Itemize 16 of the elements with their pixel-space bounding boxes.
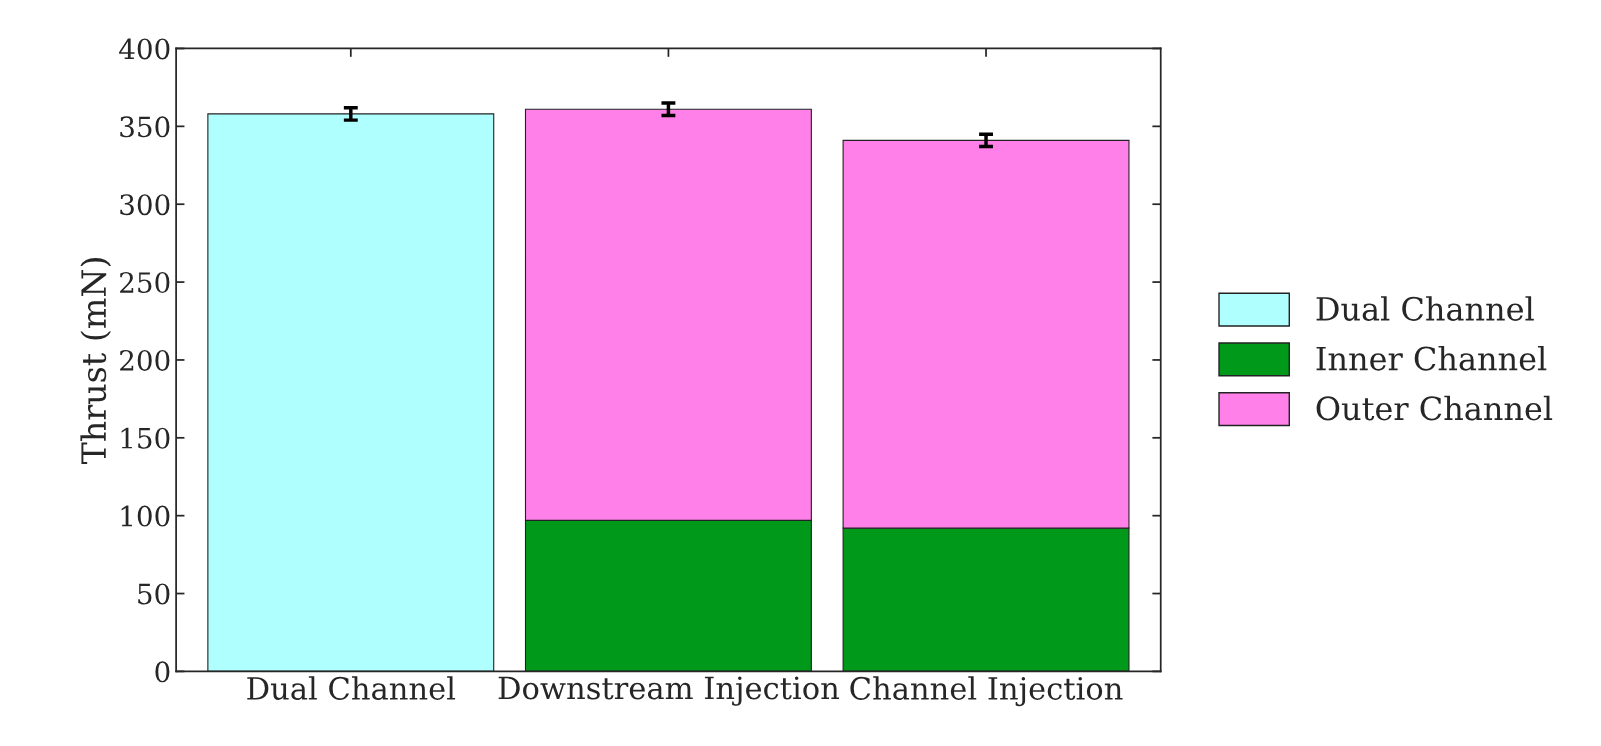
legend-label: Inner Channel bbox=[1316, 345, 1547, 371]
y-tick-label: 300 bbox=[120, 194, 170, 216]
x-tick-label: Dual Channel bbox=[247, 676, 456, 700]
y-tick-label: 200 bbox=[120, 349, 170, 371]
y-tick-label: 50 bbox=[138, 583, 170, 605]
y-tick-label: 250 bbox=[120, 272, 170, 294]
y-tick-label: 400 bbox=[119, 38, 170, 60]
y-tick-label: 0 bbox=[155, 661, 170, 683]
x-tick-label: Downstream Injection bbox=[498, 676, 839, 706]
y-tick-label: 350 bbox=[120, 116, 170, 138]
legend-label: Outer Channel bbox=[1316, 395, 1553, 421]
y-tick-label: 150 bbox=[121, 427, 170, 449]
y-axis-title: Thrust (mN) bbox=[80, 258, 111, 465]
y-tick-label: 100 bbox=[121, 505, 170, 527]
x-tick-label: Channel Injection bbox=[850, 676, 1123, 707]
legend-label: Dual Channel bbox=[1316, 296, 1534, 321]
